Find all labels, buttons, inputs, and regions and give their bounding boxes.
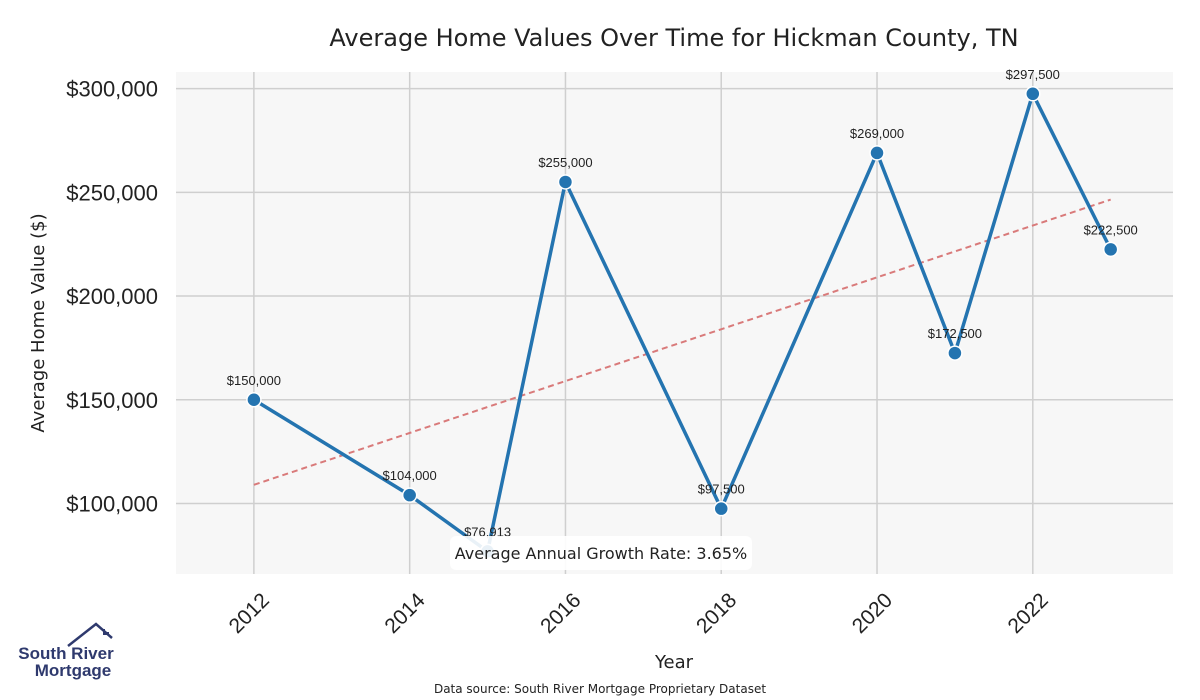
- chimney-icon: [103, 629, 109, 635]
- y-tick-label: $100,000: [66, 491, 158, 516]
- growth-rate-text: Average Annual Growth Rate: 3.65%: [455, 544, 747, 563]
- data-labels: $150,000 $104,000 $76,913 $255,000 $97,500 $2…: [227, 67, 1138, 540]
- data-label: $104,000: [383, 468, 437, 483]
- data-point: [401, 487, 418, 503]
- logo: South River Mortgage: [18, 622, 114, 680]
- data-label: $222,500: [1084, 222, 1138, 237]
- growth-rate-box: Average Annual Growth Rate: 3.65%: [450, 536, 752, 570]
- data-label: $297,500: [1006, 67, 1060, 82]
- growth-rate-box-bg: [450, 536, 752, 570]
- logo-line-1: South River: [18, 644, 114, 663]
- grid: [176, 72, 1173, 574]
- data-label: $269,000: [850, 126, 904, 141]
- data-point: [947, 345, 963, 361]
- x-tick-label: 2012: [225, 589, 274, 638]
- data-point: [1102, 241, 1119, 258]
- y-axis-label: Average Home Value ($): [28, 213, 49, 432]
- data-source: Data source: South River Mortgage Propri…: [434, 682, 766, 696]
- plot-area: [176, 72, 1173, 574]
- data-point: [713, 500, 729, 517]
- x-tick-label: 2022: [1004, 589, 1053, 638]
- y-tick-label: $300,000: [66, 77, 158, 102]
- y-tick-label: $150,000: [66, 388, 158, 413]
- x-tick-label: 2014: [380, 589, 430, 639]
- trendline-layer: [253, 198, 1112, 486]
- data-point: [1025, 86, 1041, 102]
- data-point: [869, 145, 885, 161]
- data-point: [246, 392, 262, 408]
- logo-line-2: Mortgage: [35, 661, 112, 680]
- data-label: $255,000: [538, 155, 592, 170]
- trendline: [253, 198, 1112, 486]
- data-label: $76,913: [464, 524, 511, 539]
- y-axis-ticks: $100,000 $150,000 $200,000 $250,000 $300,000: [66, 77, 158, 517]
- y-tick-label: $250,000: [66, 180, 158, 205]
- x-tick-label: 2016: [536, 589, 585, 638]
- y-tick-label: $200,000: [66, 284, 158, 309]
- data-point: [557, 174, 574, 190]
- data-label: $150,000: [227, 373, 281, 388]
- x-tick-label: 2018: [692, 589, 741, 638]
- data-label: $97,500: [698, 482, 745, 497]
- x-axis-ticks: 2012 2014 2016 2018 2020 2022: [225, 589, 1053, 639]
- data-label: $172,500: [928, 326, 982, 341]
- series-layer: [246, 86, 1119, 560]
- chart-title: Average Home Values Over Time for Hickma…: [329, 24, 1018, 52]
- x-axis-label: Year: [654, 652, 694, 673]
- x-tick-label: 2020: [848, 589, 897, 638]
